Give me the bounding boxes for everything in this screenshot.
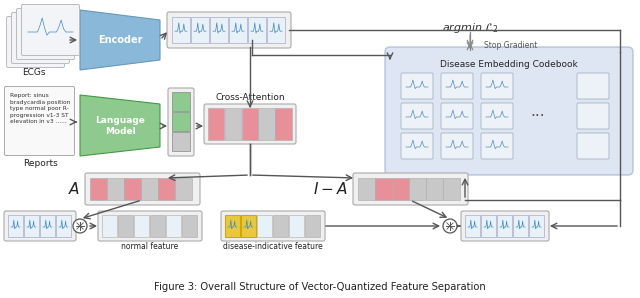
- FancyBboxPatch shape: [168, 88, 194, 156]
- Text: Reports: Reports: [22, 159, 58, 168]
- Bar: [481, 215, 496, 237]
- Text: Figure 3: Overall Structure of Vector-Quantized Feature Separation: Figure 3: Overall Structure of Vector-Qu…: [154, 282, 486, 292]
- Bar: [225, 215, 240, 237]
- Text: $argmin\;\mathcal{L}_2$: $argmin\;\mathcal{L}_2$: [442, 21, 498, 35]
- Bar: [465, 215, 480, 237]
- Bar: [182, 215, 197, 237]
- Text: Stop Gradient: Stop Gradient: [484, 41, 538, 49]
- Bar: [241, 215, 256, 237]
- FancyBboxPatch shape: [461, 211, 549, 241]
- FancyBboxPatch shape: [441, 103, 473, 129]
- Bar: [257, 215, 272, 237]
- FancyBboxPatch shape: [353, 173, 468, 205]
- Bar: [107, 178, 124, 200]
- Bar: [513, 215, 528, 237]
- Bar: [175, 178, 191, 200]
- Bar: [172, 112, 190, 131]
- Bar: [242, 108, 258, 140]
- Text: Report: sinus
bradycardia position
type normal poor R-
progression v1-3 ST
eleva: Report: sinus bradycardia position type …: [10, 93, 70, 124]
- Bar: [305, 215, 320, 237]
- FancyBboxPatch shape: [4, 211, 76, 241]
- Text: normal feature: normal feature: [122, 242, 179, 251]
- Bar: [172, 92, 190, 111]
- FancyBboxPatch shape: [481, 73, 513, 99]
- Bar: [289, 215, 304, 237]
- Bar: [150, 215, 165, 237]
- FancyBboxPatch shape: [17, 9, 74, 60]
- Bar: [134, 215, 149, 237]
- FancyBboxPatch shape: [577, 133, 609, 159]
- FancyBboxPatch shape: [167, 12, 291, 48]
- FancyBboxPatch shape: [481, 103, 513, 129]
- Bar: [90, 178, 106, 200]
- Bar: [497, 215, 512, 237]
- Text: $I - A$: $I - A$: [314, 181, 348, 197]
- Bar: [267, 17, 285, 43]
- FancyBboxPatch shape: [12, 13, 70, 63]
- FancyBboxPatch shape: [4, 86, 74, 156]
- Bar: [358, 178, 374, 200]
- FancyBboxPatch shape: [98, 211, 202, 241]
- Bar: [248, 17, 266, 43]
- Bar: [191, 17, 209, 43]
- FancyBboxPatch shape: [577, 73, 609, 99]
- Bar: [208, 108, 224, 140]
- Bar: [225, 108, 241, 140]
- Bar: [158, 178, 175, 200]
- FancyBboxPatch shape: [401, 133, 433, 159]
- Bar: [40, 215, 55, 237]
- Text: Cross-Attention: Cross-Attention: [215, 93, 285, 102]
- Bar: [229, 17, 247, 43]
- Bar: [529, 215, 544, 237]
- Circle shape: [443, 219, 457, 233]
- Bar: [273, 215, 288, 237]
- Bar: [102, 215, 117, 237]
- FancyBboxPatch shape: [401, 73, 433, 99]
- Bar: [392, 178, 408, 200]
- Bar: [443, 178, 460, 200]
- Bar: [8, 215, 23, 237]
- Bar: [56, 215, 71, 237]
- Text: Encoder: Encoder: [98, 35, 142, 45]
- Polygon shape: [80, 95, 160, 156]
- Bar: [259, 108, 275, 140]
- FancyBboxPatch shape: [385, 47, 633, 175]
- Text: Language
Model: Language Model: [95, 116, 145, 136]
- FancyBboxPatch shape: [481, 133, 513, 159]
- Bar: [172, 17, 190, 43]
- FancyBboxPatch shape: [85, 173, 200, 205]
- Bar: [124, 178, 141, 200]
- Bar: [210, 17, 228, 43]
- Text: Disease Embedding Codebook: Disease Embedding Codebook: [440, 60, 578, 69]
- Text: $A$: $A$: [68, 181, 80, 197]
- Circle shape: [73, 219, 87, 233]
- Bar: [409, 178, 426, 200]
- Text: disease-indicative feature: disease-indicative feature: [223, 242, 323, 251]
- FancyBboxPatch shape: [22, 4, 79, 55]
- FancyBboxPatch shape: [441, 73, 473, 99]
- Bar: [375, 178, 392, 200]
- Bar: [426, 178, 442, 200]
- Bar: [141, 178, 157, 200]
- FancyBboxPatch shape: [204, 104, 296, 144]
- Bar: [24, 215, 39, 237]
- FancyBboxPatch shape: [441, 133, 473, 159]
- Bar: [166, 215, 181, 237]
- FancyBboxPatch shape: [6, 16, 65, 68]
- FancyBboxPatch shape: [577, 103, 609, 129]
- FancyBboxPatch shape: [221, 211, 325, 241]
- Bar: [172, 132, 190, 151]
- Text: ...: ...: [531, 105, 545, 119]
- FancyBboxPatch shape: [401, 103, 433, 129]
- Text: ECGs: ECGs: [22, 68, 45, 77]
- Polygon shape: [80, 10, 160, 70]
- Bar: [275, 108, 291, 140]
- Bar: [118, 215, 133, 237]
